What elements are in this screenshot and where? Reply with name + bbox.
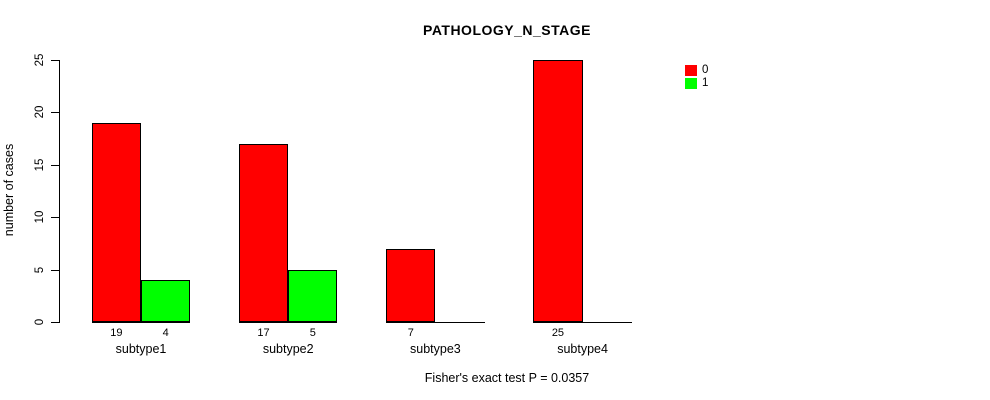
bar-count-label: 25 xyxy=(551,326,565,339)
legend-label: 0 xyxy=(702,64,709,76)
bar-subtype2-series-1 xyxy=(288,269,338,322)
y-axis-tick-label: 15 xyxy=(34,158,46,172)
category-label-subtype3: subtype3 xyxy=(410,341,461,356)
y-axis-tick-label: 0 xyxy=(34,318,46,326)
y-axis-tick xyxy=(51,269,59,271)
category-label-subtype2: subtype2 xyxy=(262,341,314,356)
bar-count-label: 19 xyxy=(110,326,123,339)
bar-subtype1-series-0 xyxy=(91,122,141,322)
legend-label: 1 xyxy=(702,76,709,89)
group-baseline xyxy=(238,322,338,323)
y-axis-tick-label: 10 xyxy=(34,210,46,224)
y-axis-tick xyxy=(51,60,59,61)
legend-swatch-icon xyxy=(685,65,697,76)
bar-count-label: 17 xyxy=(257,326,270,339)
y-axis-tick-label: 20 xyxy=(34,105,46,119)
group-baseline xyxy=(91,322,191,323)
bar-subtype1-series-1 xyxy=(141,280,191,322)
bar-subtype2-series-0 xyxy=(238,143,289,322)
bar-count-label: 5 xyxy=(309,326,316,339)
category-label-subtype4: subtype4 xyxy=(557,341,608,356)
y-axis-tick xyxy=(51,322,59,323)
group-baseline xyxy=(533,322,632,323)
y-axis-tick-label: 25 xyxy=(34,53,46,67)
bar-subtype3-series-0 xyxy=(386,248,436,322)
bar-count-label: 7 xyxy=(407,326,414,339)
chart-title: PATHOLOGY_N_STAGE xyxy=(423,22,591,38)
legend-swatch-icon xyxy=(685,77,697,89)
group-baseline xyxy=(386,322,485,323)
fisher-test-annotation: Fisher's exact test P = 0.0357 xyxy=(424,371,590,385)
bar-subtype4-series-0 xyxy=(533,60,583,322)
y-axis-tick xyxy=(51,112,59,114)
y-axis-line xyxy=(59,60,60,323)
y-axis-tick-label: 5 xyxy=(34,266,46,273)
bar-count-label: 4 xyxy=(162,326,169,339)
y-axis-tick xyxy=(51,217,59,219)
y-axis-tick xyxy=(51,164,59,166)
category-label-subtype1: subtype1 xyxy=(115,341,167,356)
